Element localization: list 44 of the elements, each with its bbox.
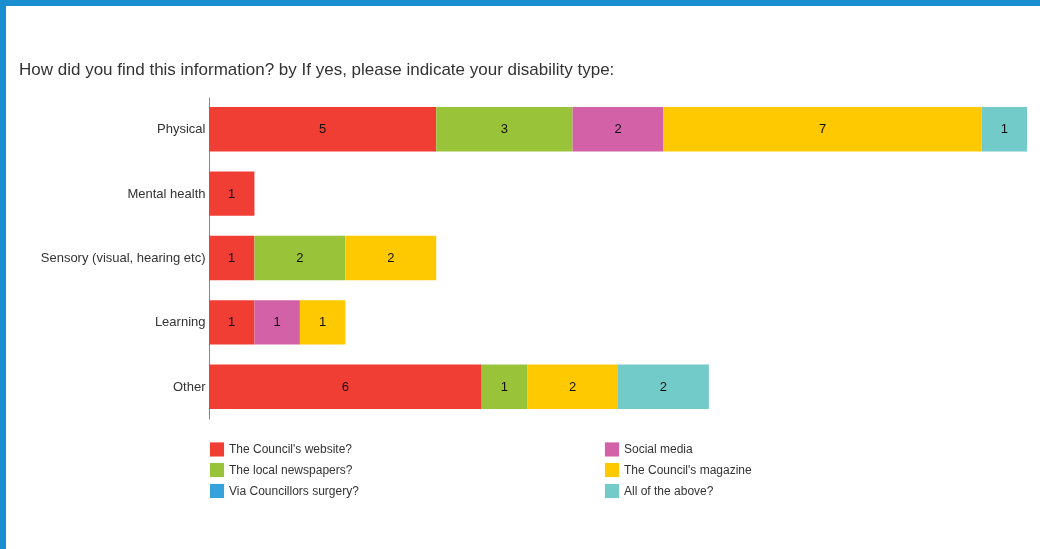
data-label: 2 — [614, 121, 622, 137]
bar — [254, 235, 346, 281]
bar — [209, 364, 482, 410]
data-label: 1 — [500, 378, 509, 394]
data-label: 1 — [228, 314, 236, 330]
bar — [254, 300, 300, 345]
y-tick-label: Sensory (visual, hearing etc) — [40, 250, 206, 265]
bar — [299, 300, 346, 345]
data-label: 2 — [659, 378, 668, 394]
data-label: 6 — [341, 378, 349, 394]
data-label: 1 — [318, 314, 327, 330]
bar — [436, 106, 573, 152]
legend-label: Via Councillors surgery? — [229, 484, 360, 498]
bar — [345, 235, 437, 281]
bar — [618, 364, 709, 410]
bar — [527, 364, 618, 410]
data-label: 1 — [228, 185, 236, 201]
data-label: 2 — [568, 378, 577, 394]
bar — [981, 106, 1027, 152]
legend-label: The local newspapers? — [229, 463, 353, 477]
y-tick-label: Other — [172, 378, 207, 394]
y-tick-label: Physical — [157, 121, 206, 137]
bar — [572, 106, 664, 152]
bar — [481, 364, 528, 410]
data-label: 7 — [818, 121, 827, 137]
data-label: 1 — [1000, 121, 1008, 137]
y-tick-label: Learning — [154, 314, 206, 330]
bar — [209, 171, 255, 216]
data-label: 1 — [228, 250, 236, 265]
y-tick-label: Mental health — [127, 185, 206, 201]
data-label: 2 — [296, 250, 304, 265]
legend-label: The Council's website? — [229, 442, 353, 457]
legend-label: The Council's magazine — [624, 463, 753, 477]
data-label: 1 — [273, 314, 281, 330]
bar — [209, 300, 255, 345]
legend-label: All of the above? — [624, 484, 714, 498]
bar — [209, 106, 437, 152]
bar — [209, 235, 255, 281]
data-label: 2 — [387, 250, 395, 265]
data-label: 5 — [318, 121, 327, 137]
data-label: 3 — [500, 121, 509, 137]
legend-label: Social media — [624, 442, 694, 457]
chart-title: How did you find this information? by If yes, please indicate your disability type: — [19, 60, 615, 79]
bar — [663, 106, 982, 152]
